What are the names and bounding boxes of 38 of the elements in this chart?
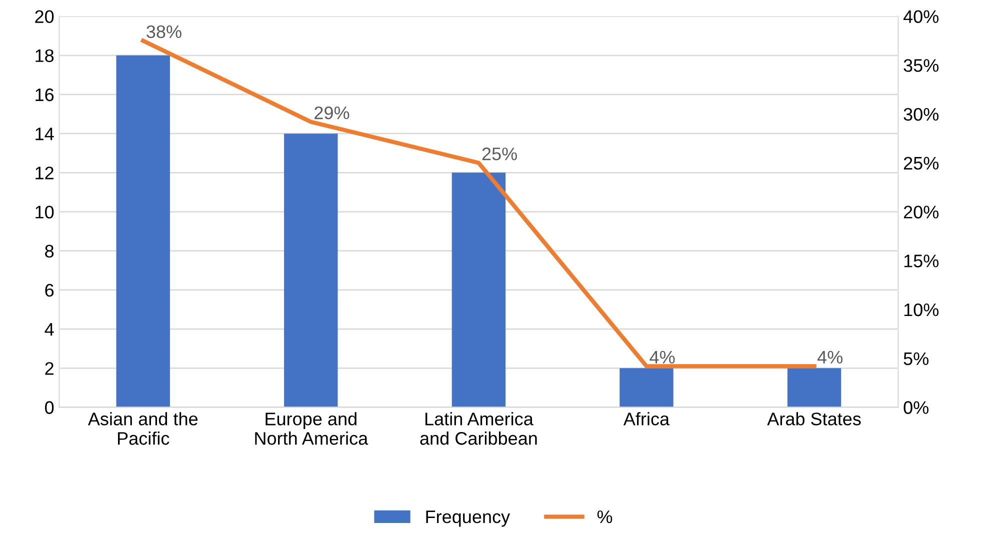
x-tick-label: Latin America and Caribbean (420, 412, 537, 445)
x-tick-label: Africa (623, 412, 670, 426)
y2-tick-label: 0% (904, 401, 928, 414)
y-tick-label: 6 (45, 284, 54, 297)
y-tick-label: 2 (45, 362, 54, 375)
data-label: 4% (650, 350, 675, 364)
y-tick-label: 0 (45, 401, 54, 414)
y2-tick-label: 40% (903, 10, 939, 24)
y2-tick-label: 5% (904, 352, 928, 366)
legend-label: % (597, 510, 612, 524)
data-label: 38% (146, 25, 182, 38)
y-tick-label: 18 (36, 49, 54, 62)
y-tick-label: 14 (36, 128, 54, 140)
line-series (141, 38, 816, 368)
y-tick-label: 12 (36, 166, 54, 180)
bar (620, 368, 674, 408)
y2-tick-label: 10% (904, 303, 939, 316)
data-label: 29% (314, 106, 350, 120)
data-label: 25% (482, 148, 517, 160)
y-tick-label: 16 (36, 88, 54, 102)
legend-label: Frequency (426, 510, 510, 527)
y-tick-label: 10 (36, 206, 54, 218)
y2-tick-label: 15% (904, 254, 939, 268)
data-label: 4% (817, 350, 843, 364)
bar (787, 368, 842, 408)
bar (452, 172, 506, 408)
bar (284, 134, 338, 408)
y-tick-label: 4 (44, 323, 54, 336)
bar (116, 55, 170, 408)
y2-tick-label: 35% (904, 59, 939, 72)
y2-tick-label: 30% (904, 108, 939, 121)
x-tick-label: Asian and the Pacific (88, 412, 198, 445)
y-tick-label: 8 (45, 244, 54, 258)
y2-tick-label: 25% (904, 156, 939, 170)
x-tick-label: Europe and North America (255, 412, 368, 445)
y-tick-label: 20 (35, 10, 54, 24)
y2-tick-label: 20% (904, 206, 939, 218)
x-tick-label: Arab States (767, 412, 861, 426)
